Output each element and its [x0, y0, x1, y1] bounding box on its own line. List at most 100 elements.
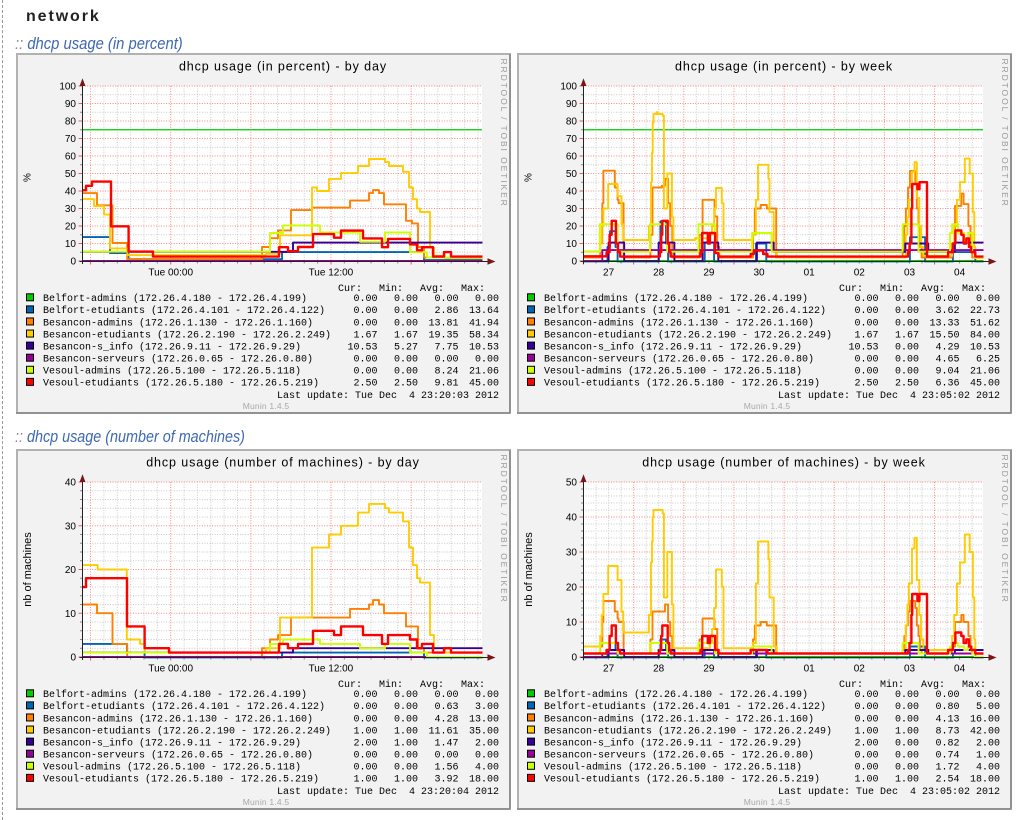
svg-text:Avg:: Avg: [921, 680, 945, 691]
svg-text:8.24: 8.24 [434, 367, 458, 378]
svg-text:0.00: 0.00 [895, 763, 919, 774]
svg-text:Belfort-etudiants (172.26.4.10: Belfort-etudiants (172.26.4.101 - 172.26… [43, 701, 325, 713]
svg-text:Last update: Tue Dec 4 23:20:: Last update: Tue Dec 4 23:20:03 2012 [277, 390, 499, 402]
svg-text:Max:: Max: [962, 284, 986, 295]
svg-text:Tue 00:00: Tue 00:00 [148, 268, 193, 279]
svg-text:1.67: 1.67 [895, 330, 919, 341]
svg-text:0: 0 [70, 257, 76, 268]
svg-text:0.00: 0.00 [854, 702, 878, 713]
svg-text:Belfort-admins (172.26.4.180 -: Belfort-admins (172.26.4.180 - 172.26.4.… [544, 293, 808, 305]
svg-text:Vesoul-etudiants (172.26.5.180: Vesoul-etudiants (172.26.5.180 - 172.26.… [43, 378, 319, 390]
svg-text:Vesoul-admins (172.26.5.100 -: Vesoul-admins (172.26.5.100 - 172.26.5.1… [43, 366, 301, 378]
svg-text:02: 02 [854, 268, 866, 279]
svg-text:3.00: 3.00 [475, 702, 499, 713]
svg-text:8.73: 8.73 [935, 726, 959, 737]
svg-text:Belfort-admins (172.26.4.180 -: Belfort-admins (172.26.4.180 - 172.26.4.… [544, 689, 808, 701]
svg-text:Belfort-etudiants (172.26.4.10: Belfort-etudiants (172.26.4.101 - 172.26… [544, 701, 826, 713]
svg-text:10.53: 10.53 [469, 342, 499, 353]
svg-text:03: 03 [904, 664, 916, 675]
svg-text:2.00: 2.00 [475, 738, 499, 749]
svg-text:0.80: 0.80 [935, 702, 959, 713]
svg-text:3.62: 3.62 [935, 306, 959, 317]
svg-text:0.00: 0.00 [895, 294, 919, 305]
svg-text:1.00: 1.00 [854, 775, 878, 786]
svg-text:21.06: 21.06 [469, 367, 499, 378]
svg-text:Munin 1.4.5: Munin 1.4.5 [744, 797, 791, 807]
svg-text:0.82: 0.82 [935, 738, 959, 749]
svg-text:dhcp usage (in percent) - by d: dhcp usage (in percent) - by day [179, 60, 387, 74]
svg-text:2.86: 2.86 [434, 306, 458, 317]
svg-text:5.27: 5.27 [394, 342, 418, 353]
svg-text:Avg:: Avg: [921, 284, 945, 295]
svg-text:Munin 1.4.5: Munin 1.4.5 [243, 401, 290, 411]
svg-text:0.00: 0.00 [895, 702, 919, 713]
svg-text:40: 40 [65, 187, 77, 198]
svg-text:Tue 12:00: Tue 12:00 [309, 268, 354, 279]
svg-text:Besancon-s_info (172.26.9.11 -: Besancon-s_info (172.26.9.11 - 172.26.9.… [544, 737, 802, 749]
svg-text:01: 01 [804, 268, 816, 279]
svg-text:0.00: 0.00 [353, 690, 377, 701]
svg-text:10: 10 [65, 239, 77, 250]
svg-text:0.00: 0.00 [854, 690, 878, 701]
svg-text:30: 30 [753, 664, 765, 675]
svg-text:1.00: 1.00 [394, 738, 418, 749]
svg-text:21.06: 21.06 [970, 367, 1000, 378]
svg-text:2.50: 2.50 [394, 379, 418, 390]
svg-text:13.64: 13.64 [469, 306, 499, 317]
svg-text:1.00: 1.00 [353, 726, 377, 737]
svg-text:41.94: 41.94 [469, 318, 499, 329]
svg-text:Besancon-serveurs (172.26.0.65: Besancon-serveurs (172.26.0.65 - 172.26.… [43, 750, 313, 762]
svg-text:0.00: 0.00 [895, 318, 919, 329]
svg-text:Vesoul-etudiants (172.26.5.180: Vesoul-etudiants (172.26.5.180 - 172.26.… [544, 378, 820, 390]
svg-text:0.00: 0.00 [854, 355, 878, 366]
svg-text:0: 0 [571, 653, 577, 664]
svg-text:Min:: Min: [379, 679, 403, 691]
svg-text:1.67: 1.67 [353, 330, 377, 341]
svg-text:Cur:: Cur: [839, 284, 863, 295]
svg-text:dhcp usage (in percent) - by w: dhcp usage (in percent) - by week [675, 60, 893, 74]
svg-text:0.00: 0.00 [475, 294, 499, 305]
svg-text:3.92: 3.92 [434, 775, 458, 786]
svg-text:51.62: 51.62 [970, 318, 1000, 329]
svg-text:45.00: 45.00 [970, 379, 1000, 390]
svg-text:03: 03 [904, 268, 916, 279]
svg-text:100: 100 [560, 82, 577, 93]
svg-text:0.00: 0.00 [976, 690, 1000, 701]
svg-text:60: 60 [566, 152, 578, 163]
svg-text:0.00: 0.00 [394, 702, 418, 713]
svg-text:29: 29 [703, 664, 715, 675]
svg-text:Belfort-admins (172.26.4.180 -: Belfort-admins (172.26.4.180 - 172.26.4.… [43, 689, 307, 701]
svg-text:Besancon-s_info (172.26.9.11 -: Besancon-s_info (172.26.9.11 - 172.26.9.… [43, 341, 301, 353]
svg-text:0.00: 0.00 [353, 751, 377, 762]
svg-text:11.61: 11.61 [428, 726, 458, 737]
svg-text:Besancon-admins (172.26.1.130: Besancon-admins (172.26.1.130 - 172.26.1… [43, 713, 313, 725]
svg-text:2.00: 2.00 [976, 738, 1000, 749]
svg-text:Besancon-etudiants (172.26.2.1: Besancon-etudiants (172.26.2.190 - 172.2… [43, 725, 331, 737]
svg-text:13.33: 13.33 [929, 318, 959, 329]
svg-text:Belfort-etudiants (172.26.4.10: Belfort-etudiants (172.26.4.101 - 172.26… [43, 305, 325, 317]
svg-text:Belfort-etudiants (172.26.4.10: Belfort-etudiants (172.26.4.101 - 172.26… [544, 305, 826, 317]
svg-text:0.00: 0.00 [353, 763, 377, 774]
svg-text:1.47: 1.47 [434, 738, 458, 749]
svg-text:50: 50 [566, 478, 578, 489]
svg-text:0.00: 0.00 [394, 355, 418, 366]
svg-text:1.00: 1.00 [895, 775, 919, 786]
svg-text:0.00: 0.00 [394, 714, 418, 725]
svg-text:7.75: 7.75 [434, 342, 458, 353]
svg-text:Cur:: Cur: [338, 680, 362, 691]
svg-text:27: 27 [603, 664, 615, 675]
svg-text:18.00: 18.00 [469, 775, 499, 786]
svg-text:0.00: 0.00 [394, 690, 418, 701]
svg-text:0.00: 0.00 [434, 294, 458, 305]
svg-text:30: 30 [566, 204, 578, 215]
svg-text:0.00: 0.00 [854, 714, 878, 725]
svg-text:1.67: 1.67 [854, 330, 878, 341]
svg-text:4.00: 4.00 [976, 763, 1000, 774]
svg-text:Cur:: Cur: [338, 284, 362, 295]
svg-text:19.35: 19.35 [428, 330, 458, 341]
svg-text:Vesoul-admins (172.26.5.100 -: Vesoul-admins (172.26.5.100 - 172.26.5.1… [544, 366, 802, 378]
svg-text:20: 20 [65, 565, 77, 576]
svg-text:Besancon-serveurs (172.26.0.65: Besancon-serveurs (172.26.0.65 - 172.26.… [544, 354, 814, 366]
svg-text:13.81: 13.81 [428, 318, 458, 329]
svg-text:Besancon-serveurs (172.26.0.65: Besancon-serveurs (172.26.0.65 - 172.26.… [544, 750, 814, 762]
